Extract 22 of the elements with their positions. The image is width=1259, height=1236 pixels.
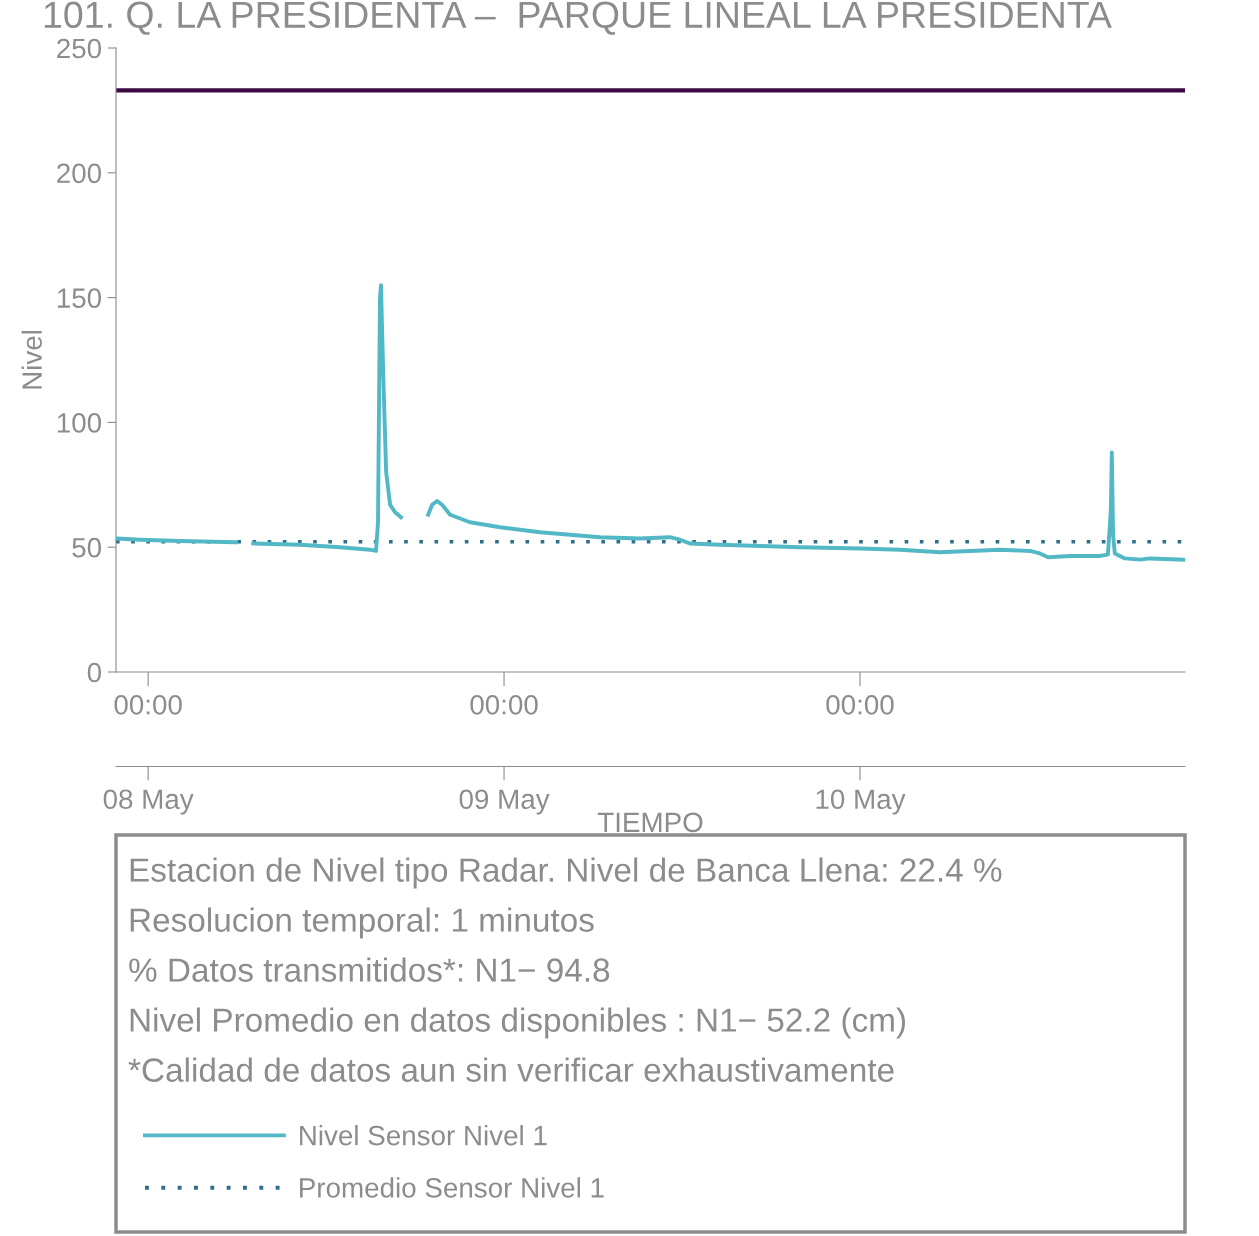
x2-tick-label: 10 May bbox=[816, 789, 906, 815]
y-tick-label: 0 bbox=[87, 662, 102, 683]
x-axis-title: TIEMPO bbox=[597, 812, 703, 833]
legend-label: Nivel Sensor Nivel 1 bbox=[300, 1125, 547, 1146]
text: *Calidad de datos aun sin verificar exhaustivamente bbox=[128, 1057, 894, 1082]
chart-title: 101. Q. LA PRESIDENTA – PARQUE LINEAL LA PRESIDENTA bbox=[44, 1, 1112, 35]
legend-label: Promedio Sensor Nivel 1 bbox=[300, 1177, 604, 1198]
text: Resolucion temporal: 1 minutos bbox=[130, 907, 594, 939]
y-tick-label: 200 bbox=[57, 163, 102, 184]
text: % Datos transmitidos*: N1− 94.8 bbox=[129, 957, 610, 982]
x-tick-label: 00:00 bbox=[114, 694, 182, 715]
y-tick-label: 250 bbox=[57, 38, 102, 59]
x2-tick-label: 08 May bbox=[103, 789, 194, 815]
y-tick-label: 100 bbox=[57, 413, 102, 433]
y-tick-label: 150 bbox=[57, 288, 102, 308]
y-axis-title: Nivel bbox=[21, 330, 42, 389]
text: Estacion de Nivel tipo Radar. Nivel de Banca Llena: 22.4 % bbox=[130, 857, 1002, 889]
x-tick-label: 00:00 bbox=[826, 694, 894, 715]
x-tick-label: 00:00 bbox=[470, 694, 538, 715]
y-tick-label: 50 bbox=[72, 537, 102, 558]
x2-tick-label: 09 May bbox=[459, 789, 550, 815]
text: Nivel Promedio en datos disponibles : N1− 52.2 (cm) bbox=[130, 1007, 906, 1039]
